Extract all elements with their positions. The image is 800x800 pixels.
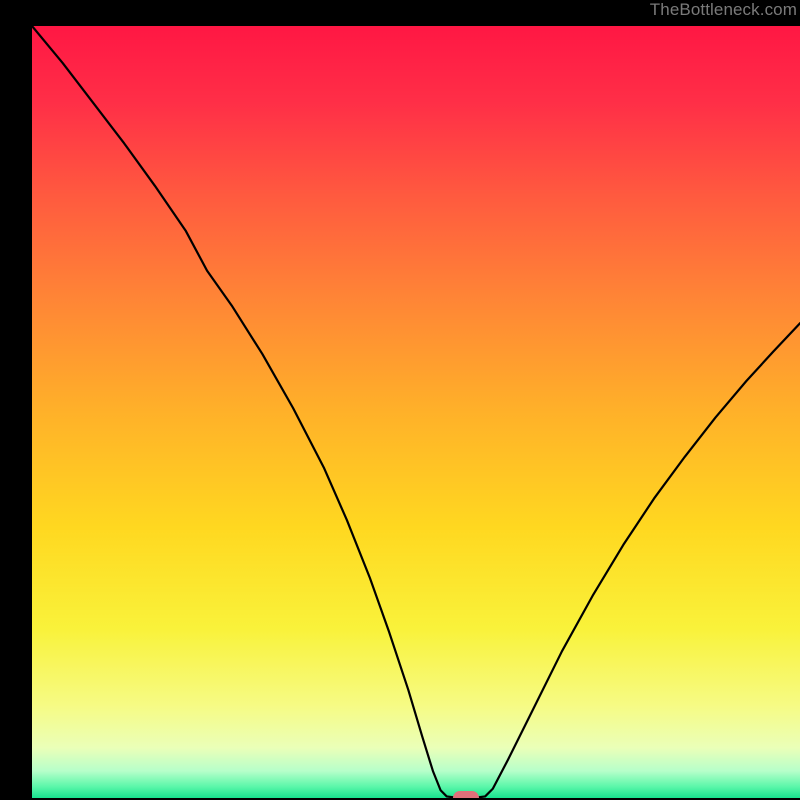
watermark-text: TheBottleneck.com [650,0,797,20]
chart-plot-area [32,26,800,798]
chart-background-gradient [32,26,800,798]
chart-minimum-marker [453,791,479,798]
